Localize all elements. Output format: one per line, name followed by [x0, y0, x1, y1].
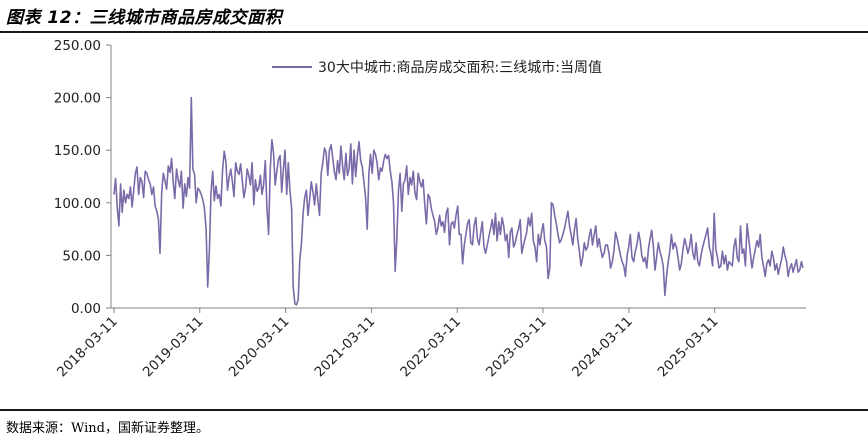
legend-label: 30大中城市:商品房成交面积:三线城市:当周值 [318, 59, 602, 76]
x-tick-label: 2021-03-11 [311, 314, 378, 381]
chart-axes [110, 45, 806, 309]
y-tick-label: 0.00 [71, 301, 101, 317]
y-tick-label: 150.00 [54, 143, 101, 159]
series-line [113, 96, 804, 306]
bottom-rule [0, 409, 868, 411]
x-tick-label: 2022-03-11 [397, 314, 464, 381]
source-note: 数据来源：Wind，国新证券整理。 [6, 421, 209, 436]
chart-title: 图表 12：三线城市商品房成交面积 [6, 8, 283, 28]
chart-legend: 30大中城市:商品房成交面积:三线城市:当周值 [272, 59, 602, 76]
x-axis-ticks: 2018-03-11 2019-03-11 2020-03-11 2021-03-11… [54, 308, 722, 381]
top-rule [0, 31, 868, 33]
y-axis-ticks: 0.00 50.00 100.00 150.00 200.00 250.00 [54, 38, 111, 317]
x-tick-label: 2024-03-11 [569, 314, 636, 381]
x-tick-label: 2025-03-11 [655, 314, 722, 381]
x-tick-label: 2023-03-11 [483, 314, 550, 381]
x-tick-label: 2018-03-11 [54, 314, 121, 381]
line-chart: 0.00 50.00 100.00 150.00 200.00 250.00 2018-0… [54, 38, 806, 381]
series-layer [113, 96, 804, 306]
x-tick-label: 2020-03-11 [226, 314, 293, 381]
y-tick-label: 200.00 [54, 91, 101, 107]
y-tick-label: 250.00 [54, 38, 101, 54]
y-tick-label: 50.00 [62, 248, 101, 264]
x-tick-label: 2019-03-11 [140, 314, 207, 381]
y-tick-label: 100.00 [54, 196, 101, 212]
